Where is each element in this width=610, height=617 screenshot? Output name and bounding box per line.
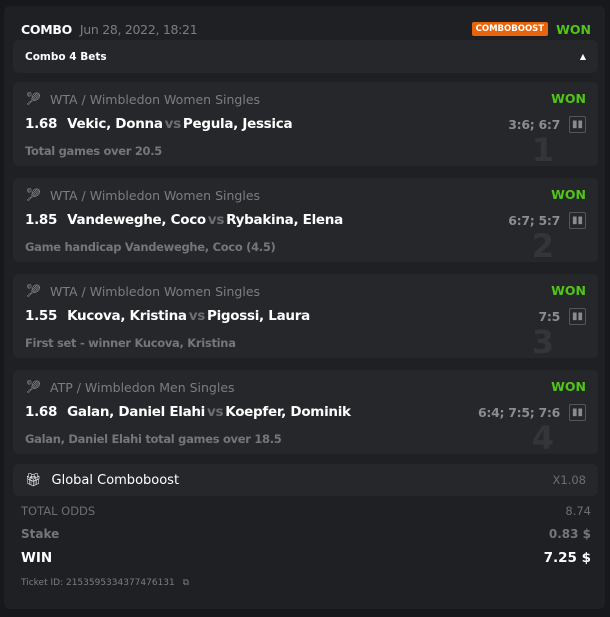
bet-leg: 3 🎾︎ WTA / Wimbledon Women Singles WON 1.… bbox=[13, 274, 598, 358]
leg-number: 2 bbox=[531, 227, 554, 262]
stats-icon[interactable]: ▮▮ bbox=[569, 308, 586, 325]
stake-row: Stake 0.83 $ bbox=[21, 527, 591, 541]
stats-icon[interactable]: ▮▮ bbox=[569, 212, 586, 229]
away-player: Koepfer, Dominik bbox=[225, 404, 351, 420]
away-player: Rybakina, Elena bbox=[226, 212, 343, 228]
bet-leg: 2 🎾︎ WTA / Wimbledon Women Singles WON 1.… bbox=[13, 178, 598, 262]
tennis-racket-icon: 🎾︎ bbox=[25, 380, 42, 395]
league: ATP / Wimbledon Men Singles bbox=[50, 380, 235, 395]
league: WTA / Wimbledon Women Singles bbox=[50, 92, 261, 107]
leg-status: WON bbox=[551, 187, 586, 202]
market: Game handicap Vandeweghe, Coco (4.5) bbox=[25, 240, 276, 254]
leg-odds: 1.68 bbox=[25, 404, 58, 420]
home-player: Kucova, Kristina bbox=[67, 308, 187, 324]
home-player: Vandeweghe, Coco bbox=[67, 212, 206, 228]
total-odds-label: TOTAL ODDS bbox=[21, 504, 96, 518]
bet-leg: 1 🎾︎ WTA / Wimbledon Women Singles WON 1.… bbox=[13, 82, 598, 166]
ticket-id: Ticket ID: 2153595334377476131 ⧉ bbox=[21, 578, 189, 588]
bet-type: COMBO bbox=[21, 21, 72, 37]
leg-number: 3 bbox=[531, 323, 554, 358]
global-comboboost: 🎁︎ Global Comboboost X1.08 bbox=[13, 464, 598, 496]
leg-number: 1 bbox=[531, 131, 554, 166]
bet-header: COMBO Jun 28, 2022, 18:21 COMBOBOOST WON bbox=[21, 20, 591, 38]
league: WTA / Wimbledon Women Singles bbox=[50, 188, 261, 203]
market: First set - winner Kucova, Kristina bbox=[25, 336, 236, 350]
boost-label: Global Comboboost bbox=[51, 472, 180, 488]
total-odds-value: 8.74 bbox=[565, 504, 591, 518]
bet-leg: 4 🎾︎ ATP / Wimbledon Men Singles WON 1.68… bbox=[13, 370, 598, 454]
away-player: Pegula, Jessica bbox=[182, 116, 293, 132]
home-player: Galan, Daniel Elahi bbox=[67, 404, 206, 420]
caret-up-icon[interactable]: ▲ bbox=[579, 52, 586, 61]
stake-value: 0.83 $ bbox=[548, 527, 591, 541]
tennis-racket-icon: 🎾︎ bbox=[25, 284, 42, 299]
leg-status: WON bbox=[551, 379, 586, 394]
home-player: Vekic, Donna bbox=[67, 116, 163, 132]
leg-odds: 1.85 bbox=[25, 212, 58, 228]
leg-status: WON bbox=[551, 91, 586, 106]
win-value: 7.25 $ bbox=[543, 550, 591, 566]
bet-date: Jun 28, 2022, 18:21 bbox=[79, 21, 198, 37]
leg-odds: 1.68 bbox=[25, 116, 58, 132]
market: Galan, Daniel Elahi total games over 18.… bbox=[25, 432, 282, 446]
leg-number: 4 bbox=[531, 419, 554, 454]
tennis-racket-icon: 🎾︎ bbox=[25, 92, 42, 107]
win-label: WIN bbox=[21, 550, 53, 566]
combo-toggle[interactable]: Combo 4 Bets ▲ bbox=[13, 40, 598, 73]
tennis-racket-icon: 🎾︎ bbox=[25, 188, 42, 203]
win-row: WIN 7.25 $ bbox=[21, 550, 591, 566]
bet-status: WON bbox=[556, 21, 591, 37]
score: 3:6; 6:7 bbox=[508, 117, 560, 132]
gift-icon: 🎁︎ bbox=[25, 472, 42, 488]
boost-value: X1.08 bbox=[552, 473, 586, 487]
market: Total games over 20.5 bbox=[25, 144, 162, 158]
vs-label: vs bbox=[188, 308, 206, 324]
stats-icon[interactable]: ▮▮ bbox=[569, 404, 586, 421]
vs-label: vs bbox=[164, 116, 182, 132]
copy-icon[interactable]: ⧉ bbox=[182, 578, 190, 588]
comboboost-badge: COMBOBOOST bbox=[471, 22, 549, 36]
leg-odds: 1.55 bbox=[25, 308, 58, 324]
league: WTA / Wimbledon Women Singles bbox=[50, 284, 261, 299]
combo-label: Combo 4 Bets bbox=[25, 50, 107, 63]
vs-label: vs bbox=[207, 404, 224, 420]
ticket-id-text: Ticket ID: 2153595334377476131 bbox=[21, 578, 175, 588]
stake-label: Stake bbox=[21, 527, 60, 541]
leg-status: WON bbox=[551, 283, 586, 298]
away-player: Pigossi, Laura bbox=[207, 308, 310, 324]
score: 6:4; 7:5; 7:6 bbox=[478, 405, 560, 420]
bet-card: COMBO Jun 28, 2022, 18:21 COMBOBOOST WON… bbox=[4, 6, 605, 609]
stats-icon[interactable]: ▮▮ bbox=[569, 116, 586, 133]
vs-label: vs bbox=[207, 212, 225, 228]
score: 6:7; 5:7 bbox=[508, 213, 560, 228]
score: 7:5 bbox=[538, 309, 561, 324]
total-odds-row: TOTAL ODDS 8.74 bbox=[21, 504, 591, 518]
